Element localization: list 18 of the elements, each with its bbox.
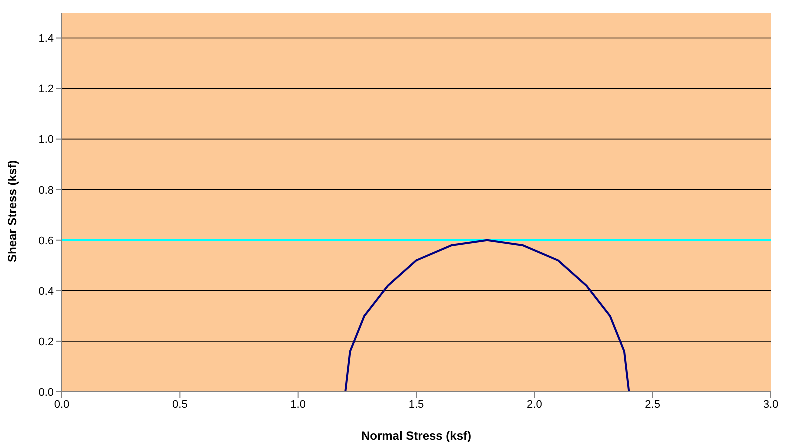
x-tick-label: 0.5 (172, 398, 188, 411)
y-tick-label: 1.4 (38, 33, 54, 46)
y-tick-label: 0.2 (38, 336, 54, 348)
y-tick-label: 0.0 (38, 386, 54, 399)
x-tick-label: 0.0 (54, 398, 70, 411)
y-tick-label: 1.0 (38, 134, 54, 146)
y-axis-title: Shear Stress (ksf) (5, 160, 20, 262)
x-tick-label: 3.0 (763, 398, 779, 411)
x-tick-label: 2.5 (645, 398, 660, 411)
x-tick-label: 1.0 (290, 398, 306, 411)
x-axis-title: Normal Stress (ksf) (361, 429, 472, 443)
x-tick-label: 1.5 (408, 398, 424, 411)
x-tick-label: 2.0 (527, 398, 542, 411)
y-tick-label: 0.8 (38, 184, 54, 197)
y-tick-label: 0.4 (38, 286, 54, 298)
y-tick-label: 0.6 (38, 235, 54, 248)
line-series (344, 239, 630, 392)
y-tick-label: 1.2 (38, 84, 54, 96)
